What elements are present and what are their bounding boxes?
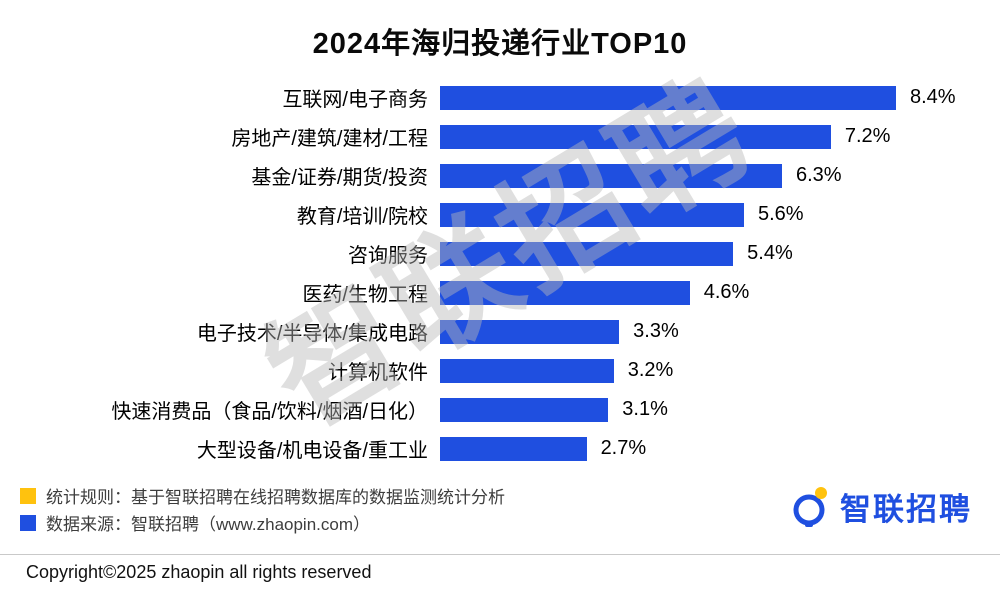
category-label: 计算机软件 bbox=[328, 362, 428, 384]
bar bbox=[440, 397, 609, 422]
bar-track: 5.6% bbox=[440, 202, 1000, 227]
bar-chart: 互联网/电子商务 8.4% 房地产/建筑/建材/工程 7.2% 基金/证券/期货… bbox=[0, 78, 1000, 468]
value-label: 3.1% bbox=[622, 398, 668, 420]
bar bbox=[440, 358, 614, 383]
bar-row: 基金/证券/期货/投资 6.3% bbox=[0, 156, 1000, 195]
yellow-swatch-icon bbox=[20, 487, 36, 504]
bar bbox=[440, 241, 734, 266]
bar-row: 教育/培训/院校 5.6% bbox=[0, 195, 1000, 234]
value-label: 6.3% bbox=[796, 164, 842, 186]
footer: 统计规则：基于智联招聘在线招聘数据库的数据监测统计分析 数据来源：智联招聘（ww… bbox=[0, 482, 1000, 536]
category-label: 快速消费品（食品/饮料/烟酒/日化） bbox=[111, 401, 428, 423]
bar-track: 6.3% bbox=[440, 163, 1000, 188]
value-label: 7.2% bbox=[844, 125, 891, 147]
legend-row-stat-rule: 统计规则：基于智联招聘在线招聘数据库的数据监测统计分析 bbox=[20, 482, 1000, 509]
bar bbox=[440, 124, 831, 149]
bar bbox=[440, 319, 620, 344]
bar-row: 房地产/建筑/建材/工程 7.2% bbox=[0, 117, 1000, 156]
bar-row: 医药/生物工程 4.6% bbox=[0, 273, 1000, 312]
bar-track: 8.4% bbox=[440, 85, 1000, 110]
copyright-bar: Copyright©2025 zhaopin all rights reserv… bbox=[0, 554, 1000, 592]
zhaopin-logo-icon bbox=[788, 485, 832, 529]
bar bbox=[440, 202, 744, 227]
zhaopin-logo-text: 智联招聘 bbox=[840, 492, 972, 527]
value-label: 3.2% bbox=[627, 359, 674, 381]
category-label: 基金/证券/期货/投资 bbox=[251, 167, 428, 189]
category-label: 大型设备/机电设备/重工业 bbox=[196, 440, 428, 462]
value-label: 8.4% bbox=[910, 86, 956, 108]
copyright-text: Copyright©2025 zhaopin all rights reserv… bbox=[26, 562, 372, 582]
bar-row: 大型设备/机电设备/重工业 2.7% bbox=[0, 429, 1000, 468]
bar-row: 快速消费品（食品/饮料/烟酒/日化） 3.1% bbox=[0, 390, 1000, 429]
bar-track: 5.4% bbox=[440, 241, 1000, 266]
bar-row: 电子技术/半导体/集成电路 3.3% bbox=[0, 312, 1000, 351]
bar bbox=[440, 85, 896, 110]
bar bbox=[440, 163, 782, 188]
category-label: 房地产/建筑/建材/工程 bbox=[231, 128, 428, 150]
stat-rule-text: 统计规则：基于智联招聘在线招聘数据库的数据监测统计分析 bbox=[46, 488, 505, 507]
bar-row: 咨询服务 5.4% bbox=[0, 234, 1000, 273]
zhaopin-logo: 智联招聘 bbox=[788, 484, 972, 529]
bar-row: 计算机软件 3.2% bbox=[0, 351, 1000, 390]
data-source-text: 数据来源：智联招聘（www.zhaopin.com） bbox=[46, 515, 371, 534]
category-label: 互联网/电子商务 bbox=[282, 89, 428, 111]
category-label: 医药/生物工程 bbox=[302, 284, 428, 306]
bar-track: 3.3% bbox=[440, 319, 1000, 344]
category-label: 教育/培训/院校 bbox=[296, 206, 428, 228]
value-label: 5.4% bbox=[747, 242, 793, 264]
bar-track: 3.1% bbox=[440, 397, 1000, 422]
value-label: 2.7% bbox=[600, 437, 647, 459]
value-label: 4.6% bbox=[703, 281, 750, 303]
bar bbox=[440, 280, 690, 305]
blue-swatch-icon bbox=[20, 514, 36, 531]
legend-row-data-source: 数据来源：智联招聘（www.zhaopin.com） bbox=[20, 509, 1000, 536]
value-label: 5.6% bbox=[758, 203, 804, 225]
bar-track: 3.2% bbox=[440, 358, 1000, 383]
value-label: 3.3% bbox=[633, 320, 679, 342]
bar-track: 2.7% bbox=[440, 436, 1000, 461]
category-label: 电子技术/半导体/集成电路 bbox=[196, 323, 428, 345]
bar-row: 互联网/电子商务 8.4% bbox=[0, 78, 1000, 117]
category-label: 咨询服务 bbox=[348, 245, 428, 267]
chart-title: 2024年海归投递行业TOP10 bbox=[312, 28, 688, 60]
bar bbox=[440, 436, 587, 461]
bar-track: 7.2% bbox=[440, 124, 1000, 149]
bar-track: 4.6% bbox=[440, 280, 1000, 305]
